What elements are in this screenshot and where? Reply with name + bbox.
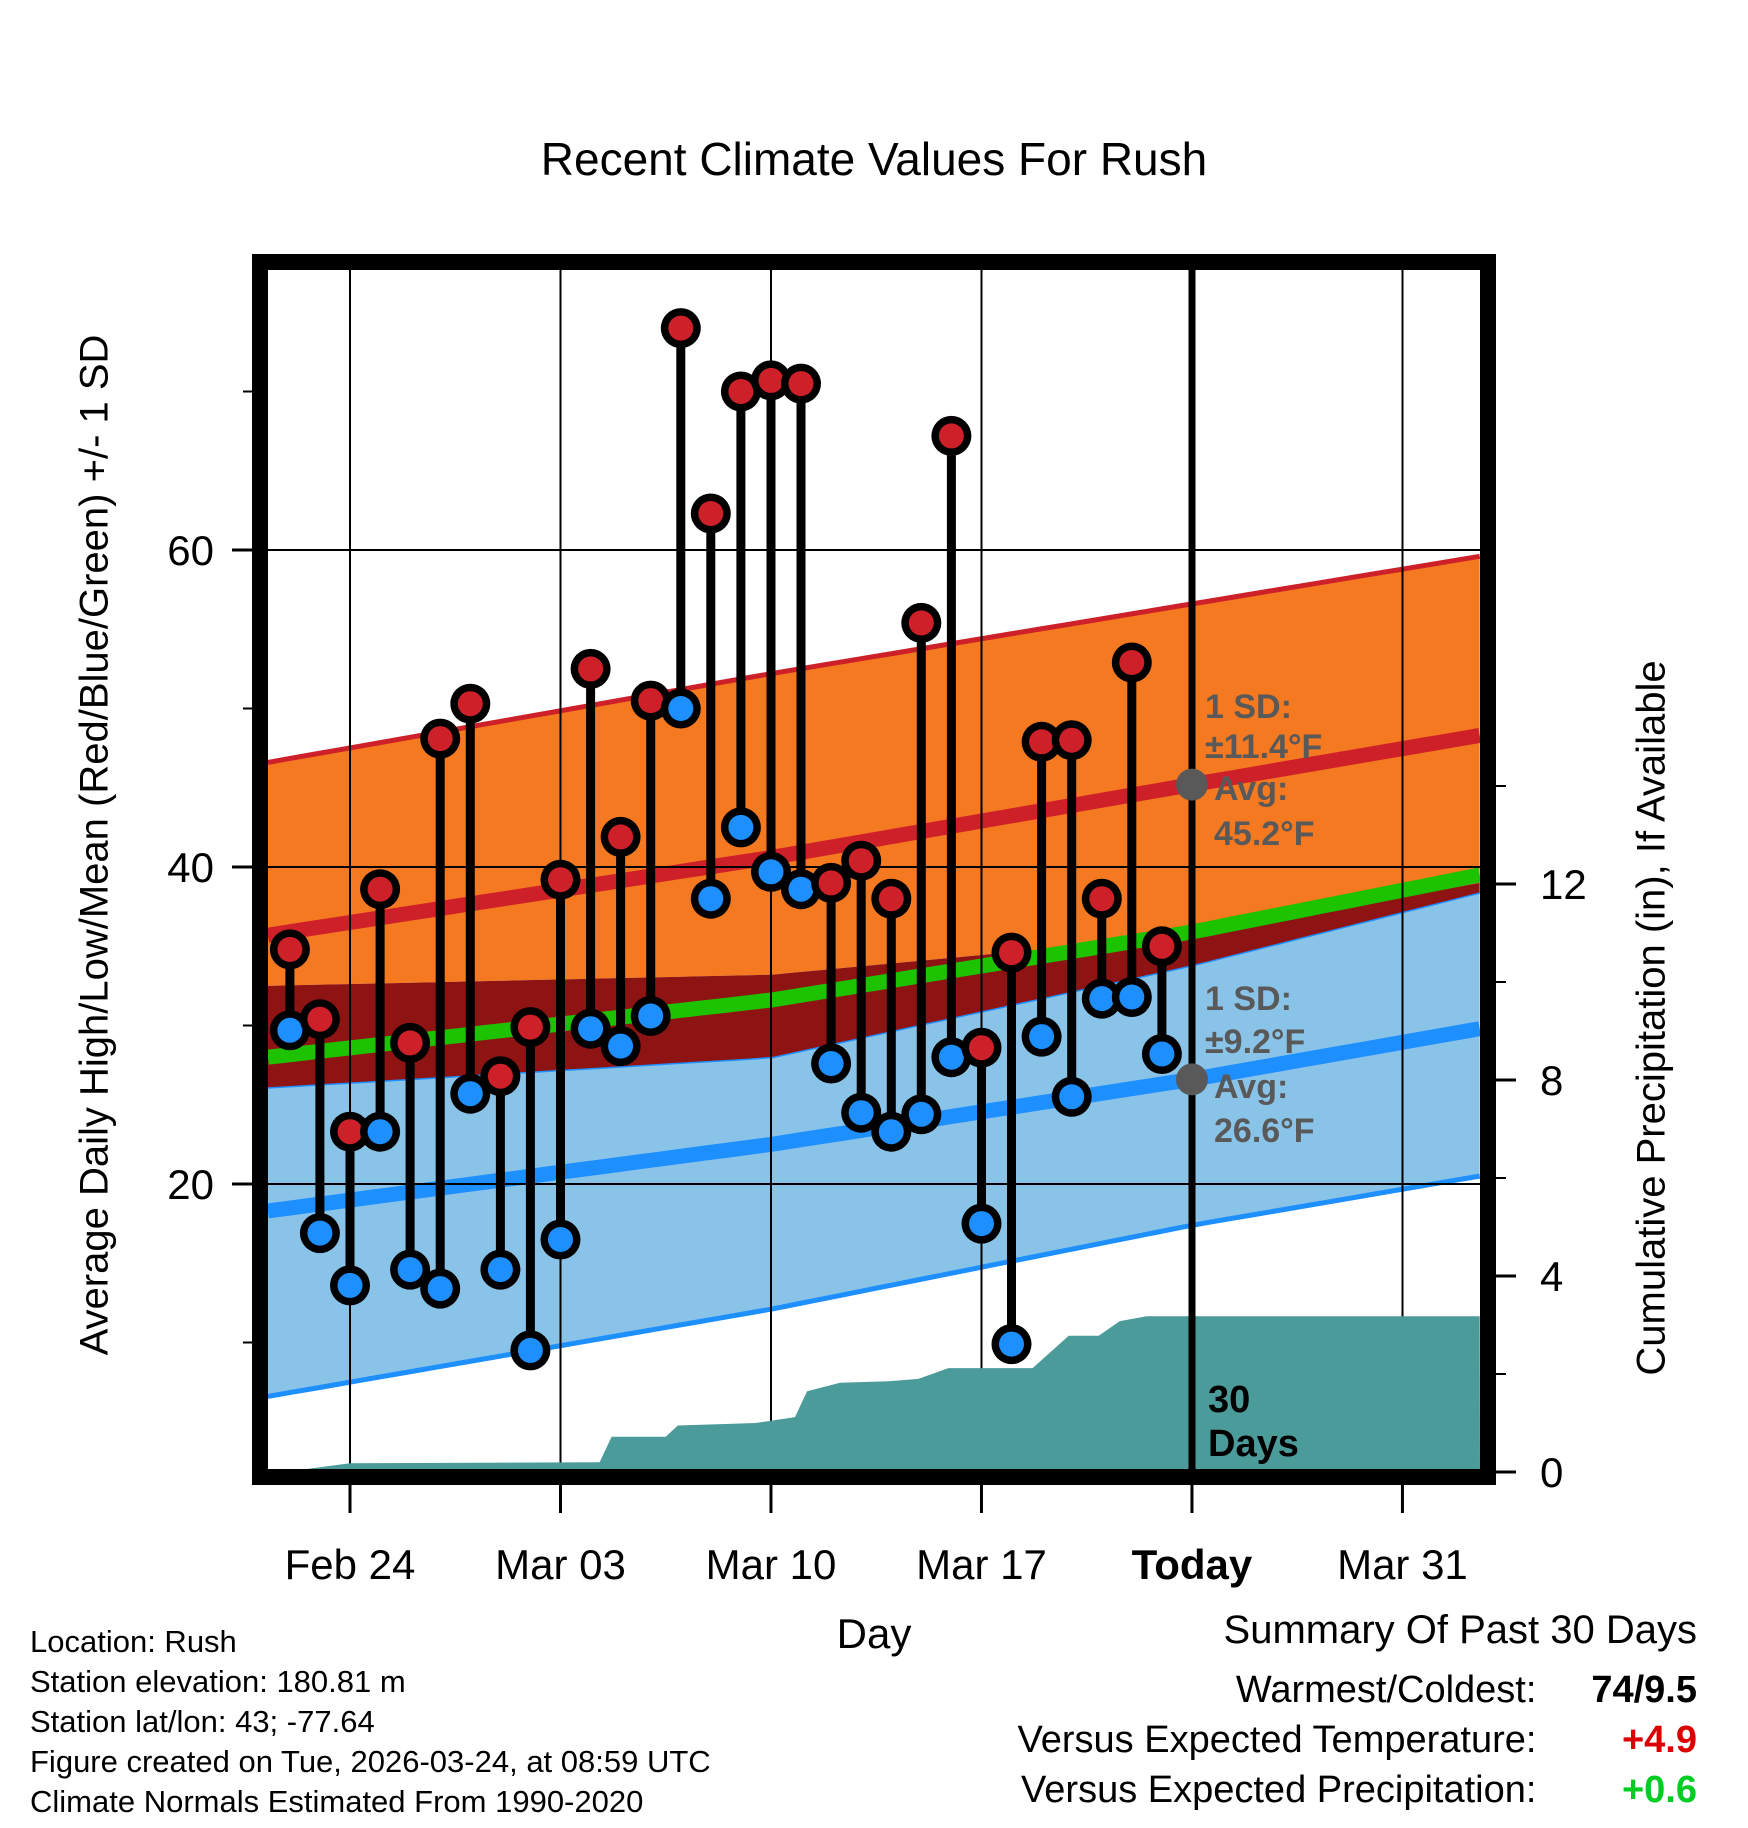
footer-elevation: Station elevation: 180.81 m: [30, 1664, 406, 1699]
low-sd-annotation: 1 SD: ±9.2°F Avg: 26.6°F: [1205, 980, 1315, 1150]
svg-text:4: 4: [1540, 1253, 1563, 1300]
svg-text:8: 8: [1540, 1057, 1563, 1104]
summary-row-vs-precip: Versus Expected Precipitation: +0.6: [1018, 1765, 1697, 1815]
plot-border: [252, 254, 1496, 1485]
svg-text:26.6°F: 26.6°F: [1214, 1112, 1315, 1150]
svg-text:Mar 17: Mar 17: [916, 1541, 1047, 1588]
summary-vs-temp-label: Versus Expected Temperature:: [1017, 1719, 1537, 1761]
precip-area: [283, 1316, 1480, 1469]
summary-warmest-value: 74/9.5: [1591, 1669, 1697, 1711]
avg-high-marker: [1176, 768, 1208, 801]
axes: 20 40 60 0 4 8 12 Feb 24 Mar 03 Mar 10 Mar 17 Today…: [167, 390, 1587, 1657]
footer-location: Location: Rush: [30, 1624, 237, 1659]
summary-vs-temp-value: +4.9: [1621, 1719, 1697, 1761]
svg-text:Mar 10: Mar 10: [706, 1541, 837, 1588]
summary-title: Summary Of Past 30 Days: [1223, 1608, 1697, 1652]
svg-text:40: 40: [167, 844, 214, 891]
daily-high-low-dots: [269, 308, 1182, 1371]
summary-vs-precip-label: Versus Expected Precipitation:: [1021, 1769, 1537, 1811]
x-axis-title: Day: [837, 1610, 912, 1657]
svg-text:Avg:: Avg:: [1214, 1068, 1288, 1106]
svg-text:1 SD:: 1 SD:: [1205, 980, 1292, 1018]
svg-text:0: 0: [1540, 1449, 1563, 1496]
svg-text:12: 12: [1540, 861, 1587, 908]
high-sd-annotation: 1 SD:±11.4°F Avg: 45.2°F: [1205, 688, 1322, 853]
svg-text:Mar 03: Mar 03: [495, 1541, 626, 1588]
y-axis-right-label: Cumulative Precipitation (in), If Availa…: [1629, 660, 1674, 1376]
summary-vs-precip-value: +0.6: [1621, 1769, 1697, 1811]
svg-text:60: 60: [167, 527, 214, 574]
svg-text:Avg:: Avg:: [1214, 770, 1288, 808]
avg-low-marker: [1176, 1063, 1208, 1096]
svg-text:Today: Today: [1132, 1541, 1253, 1588]
footer-created: Figure created on Tue, 2026-03-24, at 08…: [30, 1744, 711, 1779]
y-axis-left-label: Average Daily High/Low/Mean (Red/Blue/Gr…: [72, 334, 117, 1356]
summary-warmest-label: Warmest/Coldest:: [1235, 1669, 1537, 1711]
svg-text:Mar 31: Mar 31: [1337, 1541, 1468, 1588]
svg-text:20: 20: [167, 1161, 214, 1208]
svg-text:Days: Days: [1208, 1423, 1299, 1465]
footer-latlon: Station lat/lon: 43; -77.64: [30, 1704, 375, 1739]
footer-normals: Climate Normals Estimated From 1990-2020: [30, 1784, 644, 1819]
summary-panel: Summary Of Past 30 Days Warmest/Coldest:…: [1018, 1608, 1697, 1815]
summary-row-vs-temp: Versus Expected Temperature: +4.9: [1018, 1715, 1697, 1765]
low-band-bottom-edge: [268, 1173, 1480, 1399]
svg-text:30: 30: [1208, 1379, 1250, 1421]
svg-text:45.2°F: 45.2°F: [1214, 815, 1315, 853]
page-title: Recent Climate Values For Rush: [540, 133, 1208, 185]
low-sd-band: [268, 892, 1480, 1397]
svg-text:±11.4°F: ±11.4°F: [1205, 728, 1322, 766]
svg-text:1 SD:: 1 SD:: [1205, 688, 1292, 726]
footer-metadata: Location: Rush Station elevation: 180.81…: [30, 1622, 711, 1822]
summary-row-warmest: Warmest/Coldest: 74/9.5: [1018, 1665, 1697, 1715]
svg-text:Feb 24: Feb 24: [285, 1541, 416, 1588]
svg-text:±9.2°F: ±9.2°F: [1205, 1023, 1305, 1061]
